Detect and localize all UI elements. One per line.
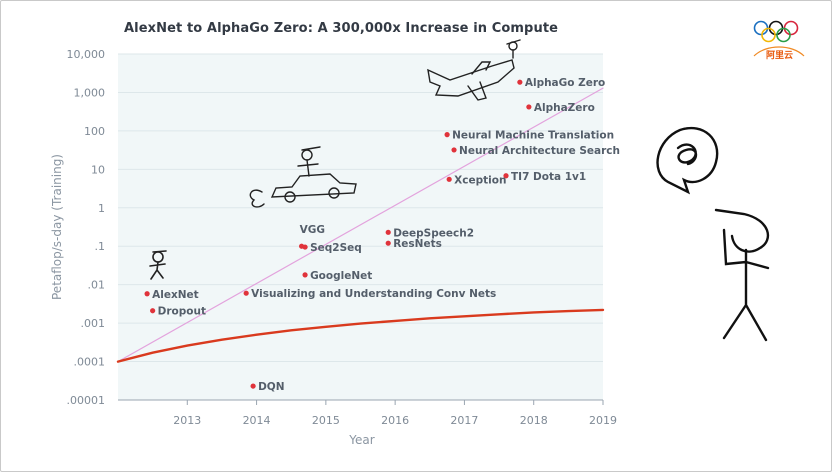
- data-point-alphago-zero: [517, 79, 523, 85]
- data-point-deepspeech2: [385, 229, 391, 235]
- logo-arc: [753, 46, 805, 57]
- chart-title: AlexNet to AlphaGo Zero: A 300,000x Incr…: [124, 21, 559, 36]
- y-tick-label: 10: [91, 163, 105, 176]
- data-point-alphazero: [526, 104, 532, 110]
- point-label-dropout: Dropout: [158, 306, 206, 318]
- data-point-neural-architecture-search: [451, 147, 457, 153]
- thinking-stickfigure-doodle: [656, 127, 770, 342]
- point-label-alphazero: AlphaZero: [534, 102, 595, 114]
- airplane-doodle: [427, 39, 521, 101]
- point-label-vgg: VGG: [300, 224, 325, 236]
- point-label-neural-architecture-search: Neural Architecture Search: [459, 145, 620, 157]
- y-tick-label: .1: [95, 240, 106, 253]
- y-tick-label: 100: [84, 125, 105, 138]
- data-point-googlenet: [302, 272, 308, 278]
- point-label-visualizing-and-understanding-conv-nets: Visualizing and Understanding Conv Nets: [251, 288, 496, 300]
- stickfigure-small-doodle: [149, 250, 167, 280]
- data-point-alexnet: [144, 291, 150, 297]
- data-point-xception: [446, 176, 452, 182]
- y-tick-label: 1: [98, 202, 105, 215]
- y-tick-label: 10,000: [67, 48, 106, 61]
- olympic-ring: [783, 20, 799, 36]
- olympic-ring: [761, 27, 776, 43]
- data-point-seq2seq: [302, 244, 308, 250]
- data-point-dqn: [250, 383, 256, 389]
- y-axis-label: Petaflop/s-day (Training): [50, 154, 64, 300]
- olympic-aliyun-logo: [753, 20, 805, 57]
- olympic-ring: [753, 20, 769, 36]
- data-point-neural-machine-translation: [444, 132, 450, 138]
- x-ticks: 2013 2014 2015 2016 2017 2018 2019: [118, 399, 617, 427]
- point-label-alphago-zero: AlphaGo Zero: [525, 77, 605, 89]
- point-labels: AlexNet Dropout Visualizing and Understand…: [152, 77, 620, 393]
- data-point-dropout: [150, 308, 156, 314]
- x-tick-label: 2019: [589, 414, 617, 427]
- point-label-googlenet: GoogleNet: [310, 270, 372, 282]
- point-label-dqn: DQN: [258, 381, 284, 393]
- x-tick-label: 2015: [312, 414, 340, 427]
- y-tick-label: 1,000: [74, 86, 106, 99]
- plot-area: [118, 54, 603, 400]
- data-point-ti7-dota-1v1: [503, 173, 509, 179]
- point-label-ti7-dota-1v1: TI7 Dota 1v1: [511, 171, 586, 183]
- x-tick-label: 2016: [381, 414, 409, 427]
- x-axis-label: Year: [348, 433, 374, 447]
- car-doodle: [249, 146, 357, 208]
- logo-brand-text: 阿里云: [766, 51, 794, 61]
- y-ticks: .00001 .0001 .001 .01 .1 1 10 100 1,000 10,000: [67, 48, 106, 407]
- y-tick-label: .01: [88, 279, 106, 292]
- x-tick-label: 2014: [243, 414, 271, 427]
- trend-line-slow: [116, 308, 605, 363]
- data-point-visualizing-and-understanding-conv-nets: [243, 290, 249, 296]
- x-tick-label: 2018: [520, 414, 548, 427]
- data-points: [144, 79, 532, 389]
- point-label-resnets: ResNets: [393, 238, 442, 250]
- point-label-neural-machine-translation: Neural Machine Translation: [452, 130, 614, 142]
- point-label-seq2seq: Seq2Seq: [310, 242, 362, 254]
- data-point-resnets: [385, 240, 391, 246]
- y-tick-label: .0001: [74, 356, 106, 369]
- point-label-alexnet: AlexNet: [152, 289, 199, 301]
- point-label-xception: Xception: [454, 174, 506, 186]
- olympic-ring: [776, 27, 791, 43]
- x-tick-label: 2013: [173, 414, 201, 427]
- trend-line-exponential: [117, 87, 604, 363]
- x-tick-label: 2017: [450, 414, 478, 427]
- olympic-ring: [768, 20, 784, 36]
- point-label-deepspeech2: DeepSpeech2: [393, 227, 474, 239]
- y-tick-label: .001: [81, 317, 106, 330]
- y-tick-label: .00001: [67, 394, 106, 407]
- trend-lines: [116, 87, 605, 363]
